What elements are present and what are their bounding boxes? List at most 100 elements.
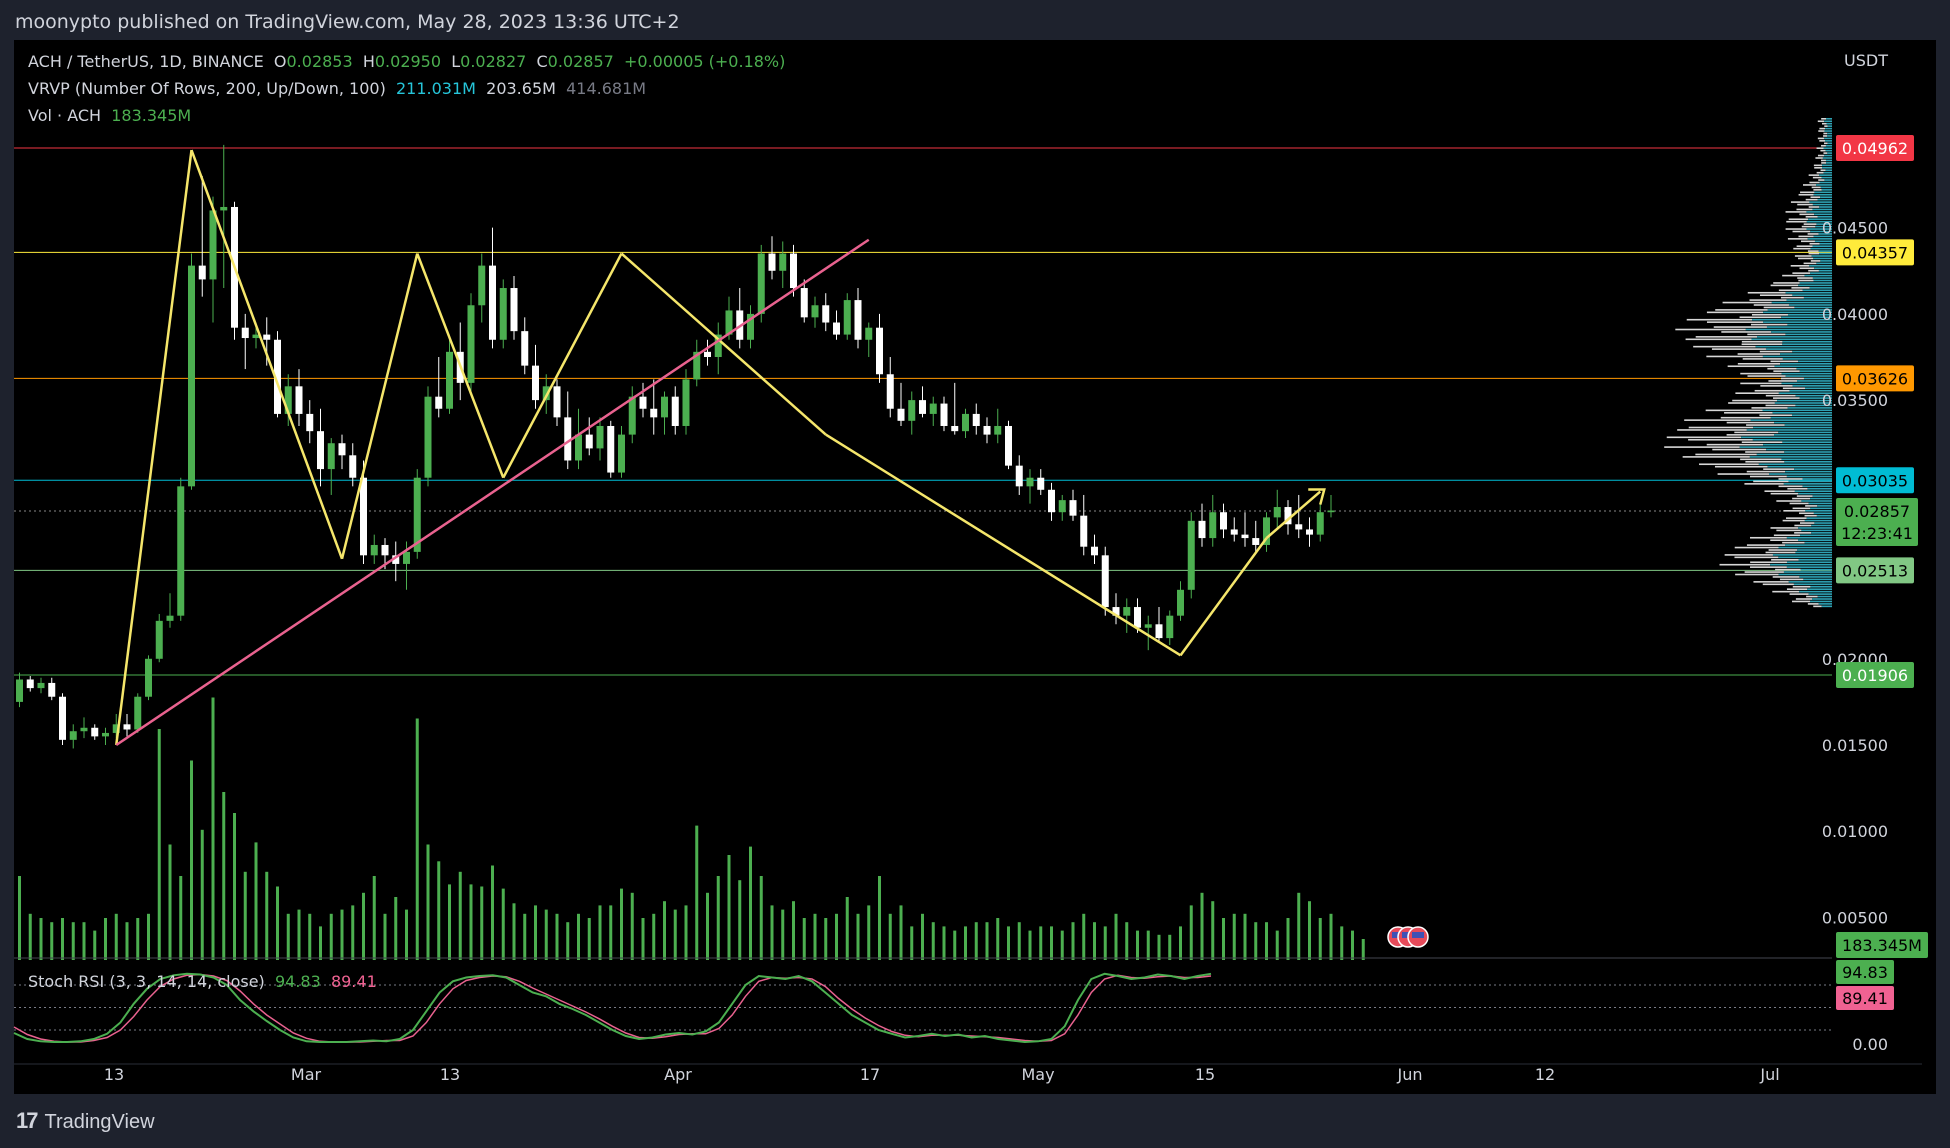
profile-down bbox=[1798, 193, 1814, 196]
profile-down bbox=[1817, 120, 1825, 123]
candle-body bbox=[929, 403, 937, 414]
volume-profile bbox=[1664, 118, 1832, 608]
profile-up bbox=[1788, 581, 1832, 583]
profile-down bbox=[1786, 220, 1807, 223]
profile-up bbox=[1807, 588, 1832, 590]
volume-bar bbox=[1039, 926, 1043, 960]
symbol-legend[interactable]: ACH / TetherUS, 1D, BINANCE O0.02853 H0.… bbox=[28, 52, 785, 71]
profile-down bbox=[1763, 468, 1795, 470]
profile-up bbox=[1817, 198, 1832, 201]
profile-up bbox=[1822, 157, 1832, 159]
profile-down bbox=[1772, 590, 1800, 593]
profile-down bbox=[1790, 201, 1810, 203]
profile-up bbox=[1826, 162, 1832, 164]
profile-down bbox=[1682, 456, 1750, 458]
profile-up bbox=[1766, 326, 1832, 328]
profile-up bbox=[1806, 228, 1832, 230]
pattern-line bbox=[825, 433, 1182, 657]
volume-bars bbox=[18, 697, 1365, 960]
candle-body bbox=[822, 305, 830, 323]
profile-down bbox=[1782, 541, 1805, 544]
candle-body bbox=[37, 682, 45, 689]
profile-up bbox=[1813, 193, 1832, 196]
low-value: 0.02827 bbox=[460, 52, 527, 71]
stoch-d-line bbox=[13, 973, 1212, 1043]
profile-down bbox=[1809, 242, 1820, 245]
profile-down bbox=[1799, 512, 1814, 515]
profile-down bbox=[1712, 448, 1767, 451]
volume-bar bbox=[362, 892, 365, 960]
candle-body bbox=[306, 413, 314, 432]
profile-up bbox=[1787, 314, 1832, 316]
candle-body bbox=[403, 551, 410, 564]
profile-up bbox=[1799, 576, 1832, 578]
candle-body bbox=[628, 396, 636, 435]
profile-up bbox=[1753, 426, 1832, 429]
volume-bar bbox=[233, 813, 236, 960]
candle-body bbox=[1155, 624, 1163, 639]
volume-bar bbox=[1071, 922, 1075, 960]
profile-down bbox=[1779, 578, 1804, 581]
profile-up bbox=[1825, 144, 1832, 147]
chart-area[interactable] bbox=[14, 40, 1936, 1094]
date-tick: Apr bbox=[664, 1065, 692, 1084]
profile-down bbox=[1695, 336, 1758, 338]
candle-body bbox=[134, 696, 142, 730]
candle-body bbox=[897, 408, 905, 421]
profile-up bbox=[1795, 404, 1832, 407]
volume-bar bbox=[1179, 926, 1182, 960]
profile-down bbox=[1747, 333, 1786, 336]
profile-up bbox=[1762, 355, 1832, 358]
stoch-legend[interactable]: Stoch RSI (3, 3, 14, 14, close) 94.83 89… bbox=[28, 972, 377, 991]
candle-body bbox=[435, 396, 443, 409]
candle-body bbox=[553, 386, 561, 418]
profile-down bbox=[1664, 446, 1740, 448]
profile-down bbox=[1773, 282, 1800, 284]
profile-down bbox=[1808, 206, 1820, 208]
candle-body bbox=[1026, 477, 1034, 487]
volume-legend[interactable]: Vol · ACH 183.345M bbox=[28, 106, 191, 125]
candle-body bbox=[1252, 538, 1260, 545]
profile-up bbox=[1781, 382, 1832, 385]
profile-down bbox=[1760, 385, 1793, 387]
candle-body bbox=[951, 425, 959, 432]
profile-up bbox=[1810, 600, 1832, 603]
tradingview-logo[interactable]: 17 TradingView bbox=[16, 1108, 155, 1134]
profile-down bbox=[1809, 181, 1820, 184]
profile-down bbox=[1735, 392, 1779, 394]
volume-bar bbox=[1211, 901, 1215, 960]
profile-down bbox=[1792, 230, 1811, 233]
profile-up bbox=[1774, 402, 1832, 404]
volume-bar bbox=[620, 888, 623, 960]
candle-body bbox=[1241, 534, 1249, 539]
profile-up bbox=[1782, 340, 1832, 343]
profile-up bbox=[1818, 269, 1832, 272]
profile-up bbox=[1771, 301, 1832, 304]
pattern-line bbox=[1179, 537, 1268, 657]
volume-bar bbox=[1265, 922, 1268, 960]
volume-bar bbox=[996, 918, 1000, 960]
profile-down bbox=[1795, 598, 1813, 600]
profile-down bbox=[1773, 397, 1800, 399]
volume-bar bbox=[759, 876, 763, 960]
profile-down bbox=[1792, 497, 1811, 500]
volume-bar bbox=[480, 886, 484, 960]
profile-up bbox=[1810, 497, 1832, 500]
volume-bar bbox=[1028, 930, 1032, 960]
profile-up bbox=[1819, 206, 1832, 208]
profile-down bbox=[1706, 321, 1764, 323]
volume-bar bbox=[157, 729, 161, 960]
profile-up bbox=[1792, 414, 1832, 417]
profile-down bbox=[1744, 483, 1784, 485]
profile-down bbox=[1722, 301, 1772, 304]
profile-down bbox=[1726, 434, 1775, 436]
candle-body bbox=[682, 379, 690, 426]
volume-bar bbox=[222, 792, 226, 960]
profile-down bbox=[1744, 571, 1784, 573]
profile-down bbox=[1778, 289, 1803, 292]
profile-down bbox=[1762, 583, 1794, 586]
profile-up bbox=[1820, 186, 1832, 189]
vrvp-legend[interactable]: VRVP (Number Of Rows, 200, Up/Down, 100)… bbox=[28, 79, 646, 98]
candle-body bbox=[102, 732, 109, 737]
